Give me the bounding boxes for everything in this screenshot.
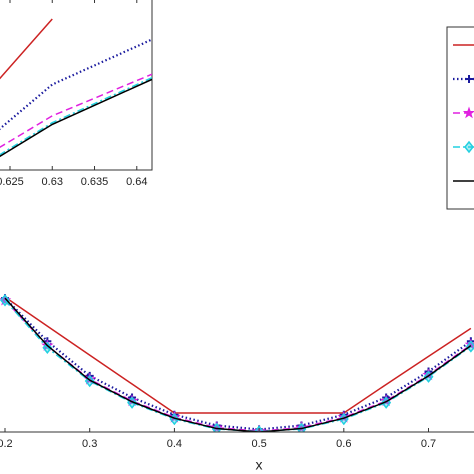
x-tick-label: 0.5 — [251, 438, 266, 450]
x-tick-label: 0.3 — [82, 438, 97, 450]
x-tick-label: 0.625 — [0, 176, 24, 188]
x-tick-label: 0.4 — [167, 438, 182, 450]
x-axis-label: x — [256, 457, 263, 473]
x-tick-label: 0.63 — [42, 176, 63, 188]
x-tick-label: 0.7 — [421, 438, 436, 450]
series-line — [0, 78, 152, 158]
marker — [295, 421, 308, 432]
x-tick-label: 0.2 — [0, 438, 13, 450]
legend-box — [446, 26, 474, 210]
series-line — [4, 297, 472, 431]
x-tick-label: 0.64 — [126, 176, 147, 188]
series-line — [4, 297, 472, 432]
legend-marker — [465, 75, 473, 83]
marker — [210, 421, 223, 432]
series-line — [0, 73, 152, 149]
marker — [0, 294, 10, 307]
series-line — [0, 76, 152, 156]
marker — [42, 341, 53, 354]
legend-marker — [464, 140, 474, 154]
series-line — [4, 296, 472, 414]
series-line — [4, 299, 472, 432]
series-line — [0, 18, 53, 80]
marker — [337, 410, 351, 423]
plot-area — [0, 18, 152, 158]
inset-background — [0, 0, 153, 171]
plot-area — [0, 293, 474, 432]
legend-marker — [462, 106, 474, 119]
x-tick-label: 0.635 — [81, 176, 109, 188]
x-tick-label: 0.6 — [336, 438, 351, 450]
series-line — [4, 299, 472, 432]
